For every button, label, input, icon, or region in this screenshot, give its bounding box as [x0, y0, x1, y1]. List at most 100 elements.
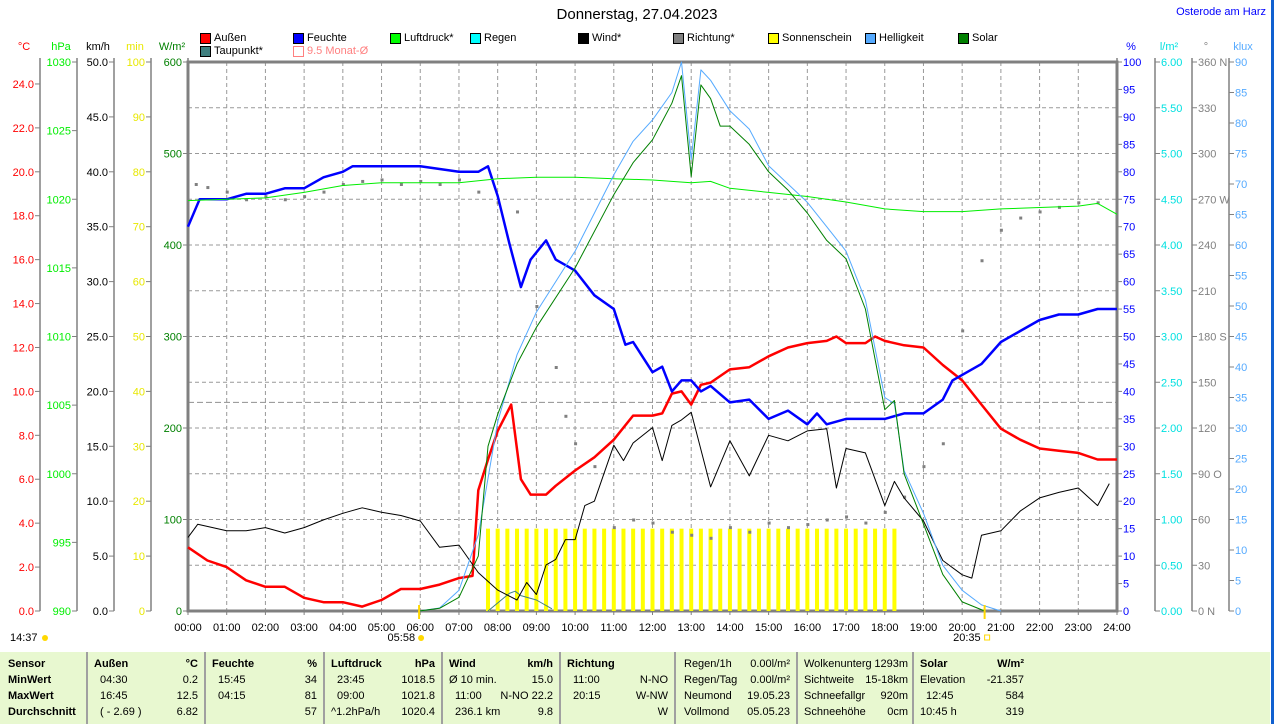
- axis-tick-label: 0: [1123, 606, 1129, 618]
- x-axis-tick-label: 04:00: [329, 622, 357, 634]
- stats-value: W-NW: [635, 690, 668, 702]
- x-axis-tick-label: 19:00: [910, 622, 938, 634]
- legend-item: 9.5 Monat-Ø: [293, 45, 368, 57]
- stats-label: Elevation: [920, 674, 966, 686]
- sunshine-bar: [631, 528, 636, 611]
- axis-tick-label: 300: [164, 332, 182, 344]
- legend-swatch: [578, 32, 589, 44]
- x-axis-tick-label: 23:00: [1065, 622, 1093, 634]
- legend-item: Solar: [958, 32, 998, 44]
- axis-tick-label: 10: [1235, 545, 1247, 557]
- direction-point: [245, 198, 249, 202]
- direction-point: [361, 179, 365, 183]
- stats-label: Schneefallgr: [804, 690, 866, 702]
- stats-col-feuchte: Feuchte % 15:45 34 04:15 81 57: [204, 652, 323, 724]
- axis-tick-label: 20: [133, 496, 145, 508]
- stats-time: 15:45: [218, 674, 246, 686]
- axis-tick-label: 4.50: [1161, 194, 1182, 206]
- axis-tick-label: 3.00: [1161, 332, 1182, 344]
- sunshine-bar: [669, 528, 674, 611]
- stats-time: 09:00: [337, 690, 365, 702]
- axis-tick-label: 14.0: [13, 299, 34, 311]
- stats-time: Ø 10 min.: [449, 674, 497, 686]
- direction-point: [535, 305, 539, 308]
- sunshine-bar: [892, 528, 897, 611]
- axis-tick-label: 360 N: [1198, 57, 1227, 69]
- stats-header: Luftdruck: [331, 658, 382, 670]
- axis-tick-label: 50.0: [87, 57, 108, 69]
- axis-tick-label: 50: [1235, 301, 1247, 313]
- axis-tick-label: 25.0: [87, 332, 108, 344]
- daylength-label: 14:37: [10, 632, 38, 644]
- direction-point: [1077, 201, 1081, 205]
- stats-col-sensor: Sensor MinWert MaxWert Durchschnitt: [0, 652, 86, 724]
- axis-tick-label: 1025: [47, 126, 71, 138]
- stats-value: 0.00l/m²: [750, 658, 790, 670]
- axis-tick-label: 8.0: [19, 430, 34, 442]
- direction-point: [194, 183, 198, 186]
- sunshine-bar: [795, 528, 800, 611]
- axis-tick-label: 80: [1235, 118, 1247, 130]
- legend-item: Taupunkt*: [200, 45, 263, 57]
- axis-tick-label: 180 S: [1198, 332, 1227, 344]
- direction-point: [728, 526, 732, 530]
- legend-item: Außen: [200, 32, 246, 44]
- stats-header: Wind: [449, 658, 476, 670]
- stats-label: Neumond: [684, 690, 732, 702]
- axis-tick-label: 0.00: [1161, 606, 1182, 618]
- stats-value: 12.5: [176, 690, 198, 702]
- sunshine-bar: [776, 528, 781, 611]
- axis-tick-label: 990: [53, 606, 71, 618]
- sunshine-bar: [524, 528, 529, 611]
- sun-icon: [42, 635, 48, 641]
- sunshine-bar: [834, 528, 839, 611]
- axis-tick-label: 1015: [47, 263, 71, 275]
- stats-value: 9.8: [537, 706, 553, 718]
- x-axis-tick-label: 01:00: [213, 622, 241, 634]
- legend-label: Feuchte: [307, 32, 347, 44]
- sunshine-bar: [679, 528, 684, 611]
- sunshine-bar: [611, 528, 616, 611]
- axis-tick-label: 20.0: [13, 167, 34, 179]
- axis-tick-label: 0 N: [1198, 606, 1215, 618]
- stats-label: Schneehöhe: [804, 706, 866, 718]
- axis-tick-label: 50: [1123, 332, 1135, 344]
- stats-header: Richtung: [567, 658, 615, 670]
- direction-point: [670, 530, 674, 534]
- direction-point: [477, 190, 481, 194]
- axis-tick-label: 5.00: [1161, 149, 1182, 161]
- stats-unit: hPa: [414, 658, 435, 670]
- axis-tick-label: 55: [1235, 271, 1247, 283]
- x-axis-tick-label: 08:00: [484, 622, 512, 634]
- axis-tick-label: 25: [1235, 454, 1247, 466]
- sunshine-bar: [573, 528, 578, 611]
- direction-point: [786, 526, 790, 530]
- stats-time: 11:00: [455, 690, 482, 702]
- axis-tick-label: 65: [1123, 249, 1135, 261]
- direction-point: [516, 210, 520, 214]
- axis-tick-label: 35.0: [87, 222, 108, 234]
- direction-point: [690, 533, 694, 537]
- series-line-wind: [187, 411, 1110, 601]
- axis-tick-label: 45.0: [87, 112, 108, 124]
- direction-point: [980, 259, 984, 263]
- sunshine-bar: [805, 528, 810, 611]
- direction-point: [651, 521, 655, 525]
- axis-tick-label: 270 W: [1198, 194, 1230, 206]
- axis-tick-label: 90 O: [1198, 469, 1222, 481]
- axis-tick-label: 2.0: [19, 562, 34, 574]
- sunset-label: 20:35: [953, 632, 981, 644]
- legend-label: Außen: [214, 32, 247, 44]
- axis-tick-label: 80: [1123, 167, 1135, 179]
- stats-header: Solar: [920, 658, 948, 670]
- axis-unit-press: hPa: [51, 41, 71, 53]
- stats-time: 11:00: [573, 674, 600, 686]
- axis-tick-label: 4.00: [1161, 240, 1182, 252]
- series-line-feuchte: [186, 165, 1117, 426]
- stats-time: 04:30: [100, 674, 128, 686]
- stats-value: 1020.4: [401, 706, 435, 718]
- stats-value: -21.357: [986, 674, 1024, 686]
- axis-unit-hum: %: [1126, 41, 1136, 53]
- legend-swatch: [768, 32, 779, 44]
- x-axis-tick-label: 09:00: [523, 622, 551, 634]
